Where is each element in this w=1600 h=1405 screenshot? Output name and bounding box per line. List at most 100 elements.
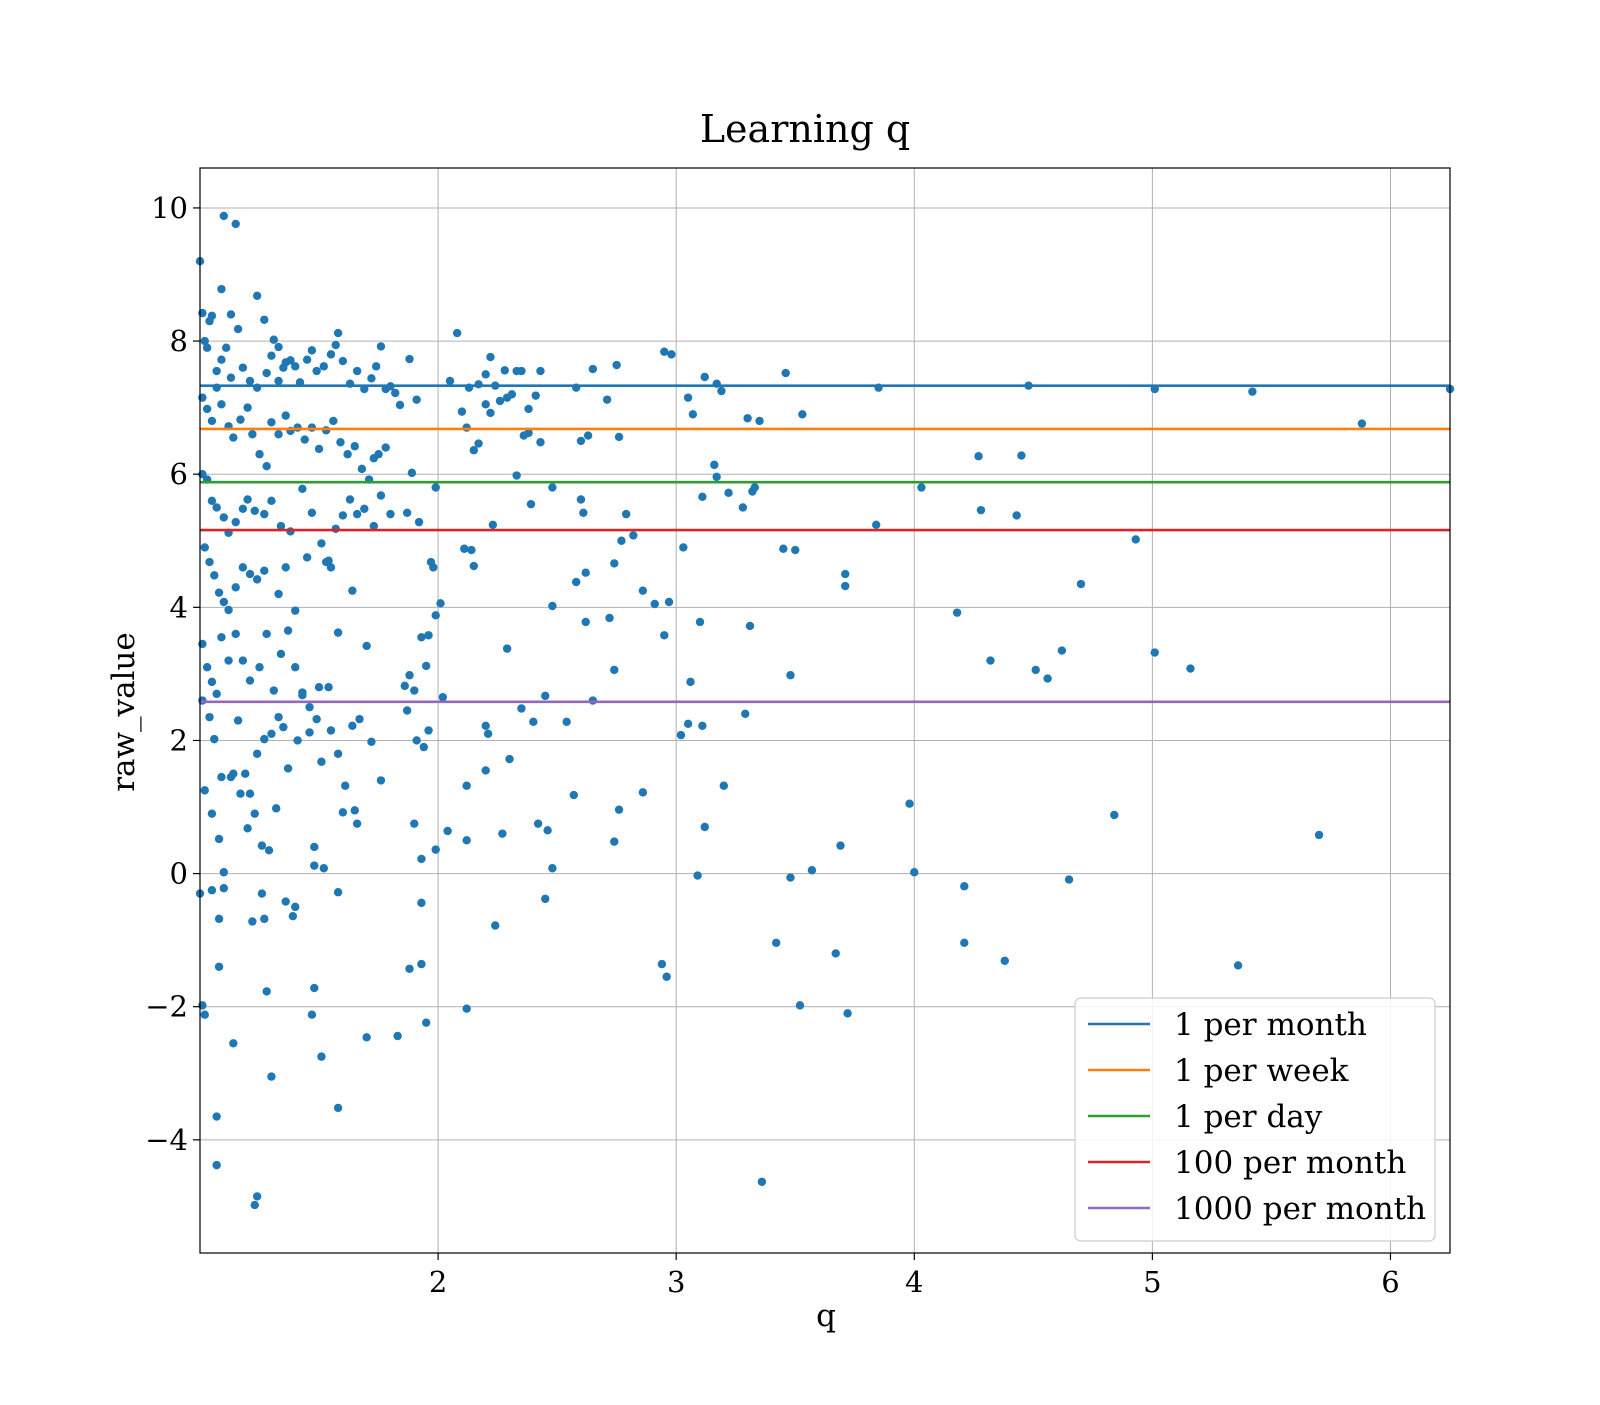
data-point	[757, 1177, 767, 1186]
x-tick-label: 4	[905, 1265, 923, 1299]
data-point	[241, 769, 250, 778]
data-point	[243, 403, 252, 412]
data-point	[276, 521, 286, 531]
data-point	[481, 766, 490, 775]
data-point	[300, 435, 309, 444]
data-point	[576, 495, 586, 504]
data-point	[579, 508, 588, 518]
data-point	[405, 671, 414, 680]
data-point	[1248, 387, 1257, 396]
data-point	[219, 868, 229, 877]
data-point	[236, 789, 245, 798]
data-point	[569, 790, 579, 800]
data-point	[517, 704, 526, 713]
data-point	[248, 430, 257, 439]
data-point	[219, 884, 229, 893]
x-tick-label: 5	[1143, 1265, 1161, 1299]
data-point	[548, 601, 557, 611]
data-point	[362, 1033, 371, 1042]
data-point	[274, 376, 283, 386]
data-point	[357, 464, 367, 474]
legend-label: 1 per week	[1174, 1053, 1349, 1089]
data-point	[274, 430, 283, 439]
data-point	[274, 589, 283, 599]
data-point	[291, 606, 300, 615]
data-point	[417, 633, 426, 642]
data-point	[326, 350, 336, 359]
data-point	[310, 861, 319, 870]
legend-label: 1000 per month	[1174, 1191, 1426, 1227]
data-point	[205, 557, 214, 567]
data-point	[443, 826, 452, 836]
data-point	[288, 911, 298, 921]
data-point	[238, 363, 248, 372]
data-point	[533, 819, 543, 828]
data-point	[588, 696, 598, 705]
data-point	[910, 868, 919, 877]
data-point	[255, 663, 264, 672]
data-point	[614, 432, 624, 442]
data-point	[1110, 810, 1119, 820]
data-point	[1043, 674, 1052, 683]
data-point	[260, 315, 269, 324]
data-point	[807, 866, 817, 875]
data-point	[719, 781, 729, 790]
data-point	[267, 351, 276, 360]
data-point	[286, 356, 295, 365]
y-tick-label: −2	[145, 990, 188, 1024]
data-point	[688, 410, 698, 419]
data-point	[750, 483, 759, 492]
data-point	[200, 543, 209, 552]
data-point	[310, 983, 319, 993]
data-point	[610, 559, 619, 568]
data-point	[298, 690, 307, 700]
data-point	[269, 335, 279, 344]
data-point	[260, 509, 269, 519]
data-point	[481, 721, 490, 731]
data-point	[662, 972, 671, 981]
data-point	[483, 729, 493, 738]
data-point	[212, 689, 221, 699]
chart-title: Learning q	[700, 107, 910, 151]
data-point	[588, 364, 598, 374]
data-point	[250, 809, 259, 818]
data-point	[250, 1200, 259, 1210]
data-point	[743, 414, 752, 423]
data-point	[219, 211, 229, 221]
y-tick-label: 8	[170, 324, 188, 358]
data-point	[369, 521, 379, 531]
data-point	[217, 284, 226, 294]
y-tick-label: 4	[170, 590, 188, 624]
data-point	[602, 395, 612, 404]
data-point	[350, 442, 359, 451]
data-point	[348, 586, 357, 595]
data-point	[231, 629, 240, 639]
data-point	[738, 503, 748, 512]
data-point	[676, 730, 686, 740]
data-point	[307, 346, 317, 355]
data-point	[698, 721, 707, 731]
data-point	[629, 531, 638, 540]
data-point	[1031, 665, 1040, 675]
data-point	[836, 841, 845, 850]
data-point	[202, 663, 212, 672]
data-point	[960, 882, 969, 891]
legend: 1 per month 1 per week 1 per day 100 per mo…	[1074, 997, 1436, 1242]
data-point	[219, 597, 229, 607]
y-tick-label: 10	[151, 191, 188, 225]
data-point	[260, 566, 269, 575]
data-point	[700, 372, 709, 382]
data-point	[343, 450, 352, 459]
data-point	[481, 400, 490, 409]
data-point	[1357, 419, 1367, 428]
data-point	[317, 1052, 326, 1061]
data-point	[321, 426, 331, 435]
data-point	[336, 438, 345, 447]
data-point	[660, 347, 669, 356]
data-point	[202, 404, 212, 414]
data-point	[231, 219, 240, 229]
data-point	[307, 423, 317, 432]
plot-frame	[199, 167, 1451, 1254]
data-point	[200, 336, 209, 346]
